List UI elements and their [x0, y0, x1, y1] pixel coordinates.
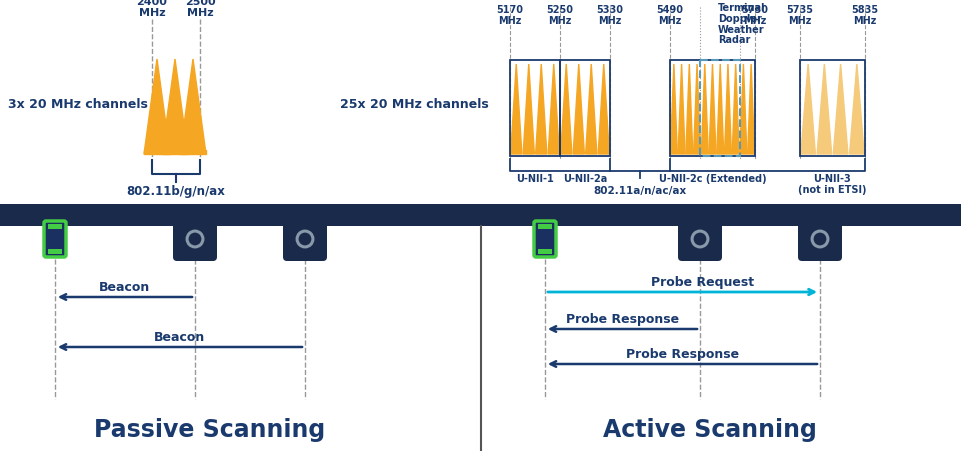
Polygon shape — [535, 65, 546, 155]
Text: 5835
MHz: 5835 MHz — [850, 5, 877, 26]
Text: 5490
MHz: 5490 MHz — [655, 5, 682, 26]
Text: Active Scanning: Active Scanning — [603, 417, 816, 441]
Polygon shape — [678, 65, 684, 155]
Polygon shape — [144, 60, 170, 155]
Polygon shape — [180, 60, 206, 155]
Polygon shape — [724, 65, 730, 155]
Text: 5735
MHz: 5735 MHz — [786, 5, 813, 26]
Text: 5330
MHz: 5330 MHz — [596, 5, 623, 26]
Text: Terminal
Doppler
Weather
Radar: Terminal Doppler Weather Radar — [717, 3, 765, 45]
Polygon shape — [585, 65, 596, 155]
Text: Probe Response: Probe Response — [626, 347, 738, 360]
Polygon shape — [693, 65, 700, 155]
Polygon shape — [747, 65, 753, 155]
Text: Probe Response: Probe Response — [565, 312, 678, 325]
Bar — [559, 61, 609, 156]
Polygon shape — [523, 65, 533, 155]
Bar — [669, 61, 754, 156]
Bar — [800, 61, 864, 156]
Text: U-NII-2c (Extended): U-NII-2c (Extended) — [658, 174, 766, 184]
Text: 2400
MHz: 2400 MHz — [136, 0, 167, 18]
Bar — [700, 61, 739, 156]
FancyBboxPatch shape — [44, 221, 66, 258]
Text: 25x 20 MHz channels: 25x 20 MHz channels — [339, 98, 488, 111]
Bar — [509, 61, 559, 156]
Text: 802.11a/n/ac/ax: 802.11a/n/ac/ax — [593, 186, 686, 196]
Polygon shape — [701, 65, 707, 155]
Text: U-NII-1: U-NII-1 — [516, 174, 554, 184]
Text: Probe Request: Probe Request — [651, 276, 753, 288]
Polygon shape — [161, 151, 187, 155]
Polygon shape — [670, 65, 677, 155]
Polygon shape — [180, 151, 206, 155]
Polygon shape — [560, 65, 571, 155]
Text: 5730
MHz: 5730 MHz — [741, 5, 768, 26]
FancyBboxPatch shape — [533, 221, 555, 258]
Polygon shape — [548, 65, 558, 155]
Bar — [537, 225, 552, 230]
Polygon shape — [573, 65, 583, 155]
Bar — [537, 249, 552, 254]
Text: 3x 20 MHz channels: 3x 20 MHz channels — [8, 98, 148, 111]
Text: 802.11b/g/n/ax: 802.11b/g/n/ax — [127, 184, 225, 198]
FancyBboxPatch shape — [798, 217, 841, 262]
Bar — [0, 205, 961, 226]
Text: 5250
MHz: 5250 MHz — [546, 5, 573, 26]
Text: Passive Scanning: Passive Scanning — [94, 417, 325, 441]
Polygon shape — [716, 65, 723, 155]
Polygon shape — [161, 60, 187, 155]
Polygon shape — [800, 65, 815, 155]
Text: U-NII-2a: U-NII-2a — [562, 174, 606, 184]
Text: Beacon: Beacon — [99, 281, 151, 293]
Polygon shape — [510, 65, 521, 155]
Text: 2500
MHz: 2500 MHz — [185, 0, 215, 18]
FancyBboxPatch shape — [173, 217, 217, 262]
Polygon shape — [832, 65, 847, 155]
Polygon shape — [849, 65, 863, 155]
Polygon shape — [816, 65, 831, 155]
Polygon shape — [731, 65, 738, 155]
Polygon shape — [708, 65, 715, 155]
Polygon shape — [598, 65, 608, 155]
Text: U-NII-3
(not in ETSI): U-NII-3 (not in ETSI) — [798, 174, 866, 194]
FancyBboxPatch shape — [283, 217, 327, 262]
Polygon shape — [685, 65, 692, 155]
Polygon shape — [739, 65, 746, 155]
FancyBboxPatch shape — [678, 217, 722, 262]
Bar — [48, 225, 62, 230]
Polygon shape — [144, 151, 170, 155]
Text: Beacon: Beacon — [154, 330, 206, 343]
Text: 5170
MHz: 5170 MHz — [496, 5, 523, 26]
Bar — [48, 249, 62, 254]
